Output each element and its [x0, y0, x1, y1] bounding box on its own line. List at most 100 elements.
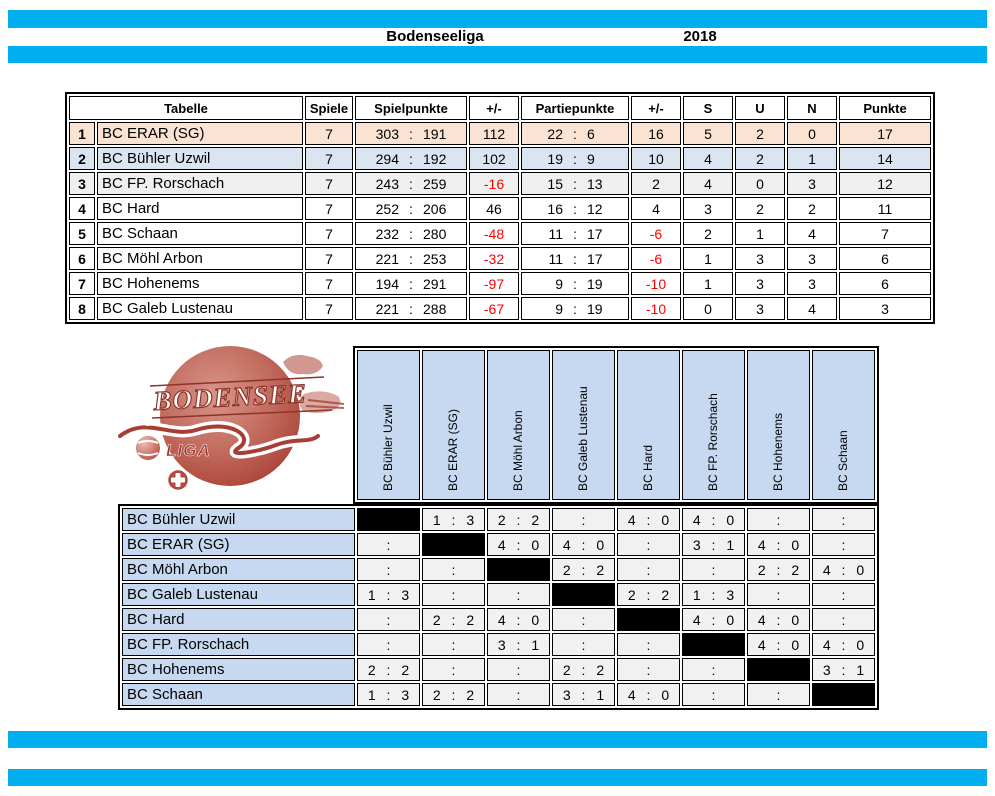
pp-diff-cell: 10	[631, 147, 681, 170]
siege-cell: 1	[683, 272, 733, 295]
pp-diff-cell: -10	[631, 297, 681, 320]
cross-row-team: BC FP. Rorschach	[122, 633, 355, 656]
crosstable-header: BC Bühler Uzwil BC ERAR (SG) BC Möhl Arb…	[353, 346, 879, 504]
cross-result-cell: :	[682, 683, 745, 706]
cross-result-cell: 4 : 0	[487, 533, 550, 556]
standings-row-7: 7 BC Hohenems 7 194:291 -97 9:19 -10 1 3…	[69, 272, 931, 295]
colon: :	[573, 275, 577, 292]
partiepunkte-cell: 22:6	[521, 122, 629, 145]
cross-result-cell: 3 : 1	[682, 533, 745, 556]
pp-against: 12	[587, 200, 603, 217]
cross-result-cell: :	[552, 508, 615, 531]
partiepunkte-cell: 11:17	[521, 222, 629, 245]
cross-result-cell: :	[422, 633, 485, 656]
rank-cell: 8	[69, 297, 95, 320]
colon: :	[573, 125, 577, 142]
cross-col-header: BC Schaan	[812, 350, 875, 500]
pp-diff-cell: -6	[631, 222, 681, 245]
cross-result-cell: :	[422, 583, 485, 606]
col-header-unentschieden: U	[735, 96, 785, 120]
cross-result-cell: 2 : 2	[552, 558, 615, 581]
punkte-cell: 7	[839, 222, 931, 245]
unentschieden-cell: 3	[735, 247, 785, 270]
pp-diff-cell: 16	[631, 122, 681, 145]
cross-result-cell: 1 : 3	[682, 583, 745, 606]
colon: :	[573, 300, 577, 317]
cross-result-cell: :	[682, 658, 745, 681]
spiele-cell: 7	[305, 272, 353, 295]
punkte-cell: 14	[839, 147, 931, 170]
spielpunkte-cell: 194:291	[355, 272, 467, 295]
team-name: BC Möhl Arbon	[97, 247, 303, 270]
map-fragment-icon	[283, 354, 323, 375]
pp-for: 22	[547, 125, 563, 142]
ball-seams	[137, 440, 159, 456]
colon: :	[409, 300, 413, 317]
season-year: 2018	[683, 28, 717, 45]
cross-col-header-label: BC Hard	[640, 444, 655, 491]
pp-for: 11	[548, 225, 563, 242]
sp-diff-cell: -97	[469, 272, 519, 295]
lake-outline	[118, 424, 320, 455]
spiele-cell: 7	[305, 172, 353, 195]
cross-diagonal-cell	[812, 683, 875, 706]
cross-result-cell: :	[617, 533, 680, 556]
siege-cell: 2	[683, 222, 733, 245]
pp-against: 19	[587, 300, 603, 317]
cross-result-cell: 4 : 0	[747, 533, 810, 556]
sp-for: 303	[375, 125, 399, 142]
sp-against: 206	[423, 200, 447, 217]
siege-cell: 1	[683, 247, 733, 270]
pp-for: 19	[547, 150, 563, 167]
cross-result-cell: :	[812, 608, 875, 631]
cross-result-cell: 4 : 0	[617, 508, 680, 531]
punkte-cell: 11	[839, 197, 931, 220]
rank-cell: 1	[69, 122, 95, 145]
partiepunkte-cell: 9:19	[521, 297, 629, 320]
colon: :	[409, 200, 413, 217]
cross-col-header: BC Möhl Arbon	[487, 350, 550, 500]
spielpunkte-cell: 303:191	[355, 122, 467, 145]
col-header-spielpunkte-diff: +/-	[469, 96, 519, 120]
bottom-accent-bar-2	[8, 769, 987, 786]
pp-against: 6	[587, 125, 595, 142]
pp-for: 15	[547, 175, 563, 192]
cross-col-header-label: BC Möhl Arbon	[510, 410, 525, 491]
sp-for: 221	[375, 300, 399, 317]
pp-for: 9	[555, 275, 563, 292]
col-header-siege: S	[683, 96, 733, 120]
sp-diff-cell: 112	[469, 122, 519, 145]
siege-cell: 5	[683, 122, 733, 145]
cross-result-cell: 4 : 0	[747, 608, 810, 631]
standings-row-4: 4 BC Hard 7 252:206 46 16:12 4 3 2 2 11	[69, 197, 931, 220]
bottom-accent-bar-1	[8, 731, 987, 748]
cross-row: BC Hohenems 2 : 2 : : 2 : 2 : : 3 : 1	[122, 658, 875, 681]
cross-result-cell: :	[812, 583, 875, 606]
cross-diagonal-cell	[422, 533, 485, 556]
rank-cell: 4	[69, 197, 95, 220]
banner-line-bottom	[151, 409, 333, 419]
cross-result-cell: :	[422, 658, 485, 681]
ball-icon	[134, 434, 162, 462]
colon: :	[409, 250, 413, 267]
top-accent-bar-1	[8, 10, 987, 28]
spiele-cell: 7	[305, 122, 353, 145]
spielpunkte-cell: 252:206	[355, 197, 467, 220]
cross-result-cell: 4 : 0	[487, 608, 550, 631]
colon: :	[409, 175, 413, 192]
col-header-partiepunkte-diff: +/-	[631, 96, 681, 120]
punkte-cell: 6	[839, 247, 931, 270]
spielpunkte-cell: 243:259	[355, 172, 467, 195]
colon: :	[573, 175, 577, 192]
cross-row-team: BC Hard	[122, 608, 355, 631]
niederlagen-cell: 4	[787, 297, 837, 320]
sp-against: 280	[423, 225, 447, 242]
cross-result-cell: 4 : 0	[812, 633, 875, 656]
cross-result-cell: :	[357, 533, 420, 556]
pp-against: 19	[587, 275, 603, 292]
niederlagen-cell: 3	[787, 272, 837, 295]
pp-diff-cell: -6	[631, 247, 681, 270]
unentschieden-cell: 1	[735, 222, 785, 245]
cross-result-cell: :	[812, 508, 875, 531]
team-name: BC Hard	[97, 197, 303, 220]
